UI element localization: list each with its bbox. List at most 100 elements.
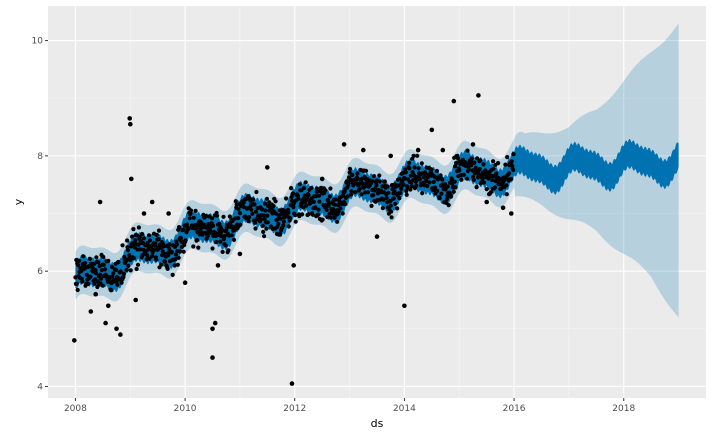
observed-point xyxy=(350,172,355,178)
observed-point-outlier xyxy=(97,199,103,205)
observed-point xyxy=(476,172,481,177)
observed-point xyxy=(369,203,374,208)
observed-point xyxy=(77,258,82,263)
observed-point xyxy=(424,178,429,183)
observed-point xyxy=(74,281,79,286)
observed-point xyxy=(484,187,489,192)
observed-point xyxy=(384,195,389,200)
observed-point xyxy=(188,208,194,213)
observed-point xyxy=(313,205,318,210)
observed-point xyxy=(326,201,332,206)
observed-point-outlier xyxy=(415,147,421,153)
observed-point xyxy=(297,182,302,187)
observed-point xyxy=(115,282,120,287)
observed-point xyxy=(355,171,360,176)
observed-point xyxy=(415,153,420,158)
observed-point xyxy=(474,185,479,190)
observed-point xyxy=(347,166,353,171)
observed-point xyxy=(120,243,125,248)
observed-point xyxy=(348,192,354,197)
observed-point xyxy=(385,184,390,189)
observed-point-outlier xyxy=(210,355,215,360)
observed-point-outlier xyxy=(72,338,77,343)
observed-point xyxy=(262,217,267,222)
observed-point xyxy=(100,283,105,288)
observed-point xyxy=(386,190,391,195)
observed-point xyxy=(338,206,343,211)
observed-point xyxy=(315,186,320,191)
observed-point-outlier xyxy=(265,165,270,170)
observed-point xyxy=(80,279,85,284)
observed-point xyxy=(229,233,234,238)
observed-point xyxy=(226,248,231,253)
observed-point xyxy=(140,231,145,237)
observed-point xyxy=(359,192,364,197)
observed-point xyxy=(511,152,516,157)
observed-point xyxy=(109,264,115,269)
observed-point xyxy=(260,223,265,228)
observed-point xyxy=(291,205,296,210)
observed-point xyxy=(340,211,345,216)
observed-point xyxy=(454,160,459,166)
observed-point xyxy=(492,185,497,190)
observed-point xyxy=(138,247,143,252)
observed-point xyxy=(455,156,460,161)
observed-point xyxy=(409,184,414,189)
observed-point xyxy=(399,186,404,192)
observed-point xyxy=(194,226,199,231)
observed-point xyxy=(137,235,142,240)
observed-point xyxy=(178,249,183,254)
observed-point-outlier xyxy=(106,303,111,309)
observed-point xyxy=(183,238,188,243)
observed-point xyxy=(509,176,514,182)
observed-point-outlier xyxy=(402,303,407,309)
observed-point xyxy=(496,161,501,166)
observed-point xyxy=(490,178,495,183)
observed-point xyxy=(353,190,358,195)
observed-point xyxy=(159,262,164,267)
observed-point xyxy=(453,185,458,190)
observed-point xyxy=(249,207,254,212)
observed-point xyxy=(233,199,238,204)
observed-point xyxy=(103,267,108,272)
observed-point xyxy=(243,197,248,202)
observed-point xyxy=(488,190,493,195)
observed-point xyxy=(156,228,162,233)
observed-point xyxy=(96,260,101,265)
observed-point xyxy=(469,156,474,161)
observed-point xyxy=(480,176,485,181)
observed-point xyxy=(453,164,458,169)
observed-point xyxy=(320,217,325,222)
observed-point xyxy=(130,234,135,239)
observed-point xyxy=(504,192,509,197)
observed-point xyxy=(446,203,451,208)
observed-point xyxy=(477,167,482,172)
observed-point xyxy=(237,211,242,216)
observed-point xyxy=(86,281,91,286)
observed-point xyxy=(241,200,246,205)
observed-point xyxy=(491,159,496,164)
observed-point xyxy=(230,218,235,223)
y-tick-label: 8 xyxy=(37,152,43,162)
observed-point xyxy=(181,249,186,254)
observed-point xyxy=(398,190,403,196)
observed-point xyxy=(457,168,462,173)
y-axis-title: y xyxy=(12,198,25,205)
observed-point xyxy=(365,190,370,195)
observed-point xyxy=(306,193,311,198)
observed-point xyxy=(491,166,496,171)
observed-point xyxy=(109,288,114,293)
observed-point xyxy=(402,176,407,181)
observed-point xyxy=(427,180,432,185)
observed-point xyxy=(403,170,408,175)
observed-point xyxy=(444,197,449,202)
observed-point xyxy=(431,179,436,185)
observed-point xyxy=(154,257,159,262)
observed-point xyxy=(150,254,155,259)
observed-point xyxy=(262,234,267,239)
observed-point xyxy=(288,216,293,221)
observed-point xyxy=(314,189,319,194)
observed-point xyxy=(439,191,444,196)
observed-point xyxy=(101,254,106,260)
observed-point xyxy=(401,182,406,187)
